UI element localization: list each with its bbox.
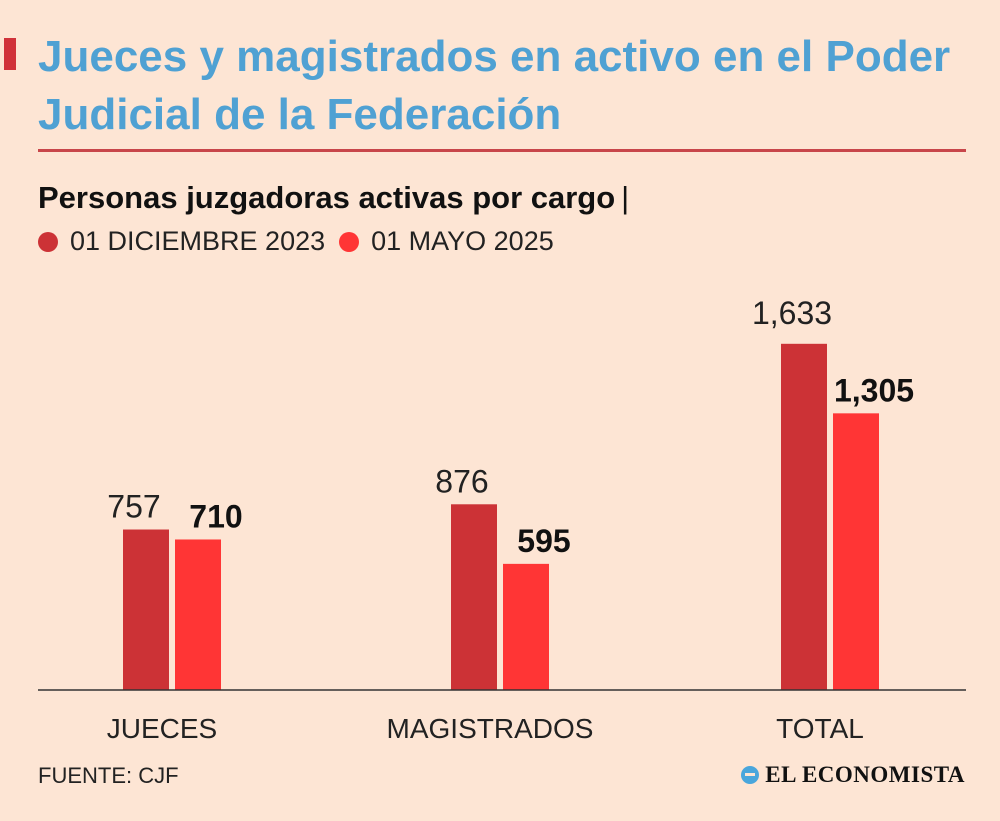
subtitle-text: Personas juzgadoras activas por cargo — [38, 180, 616, 215]
data-label-jueces-2023: 757 — [107, 489, 160, 525]
legend-swatch-2023 — [38, 231, 58, 252]
data-label-jueces-2025: 710 — [189, 498, 242, 534]
bar-total-2025 — [833, 413, 879, 690]
bar-chart: 757 710 JUECES 876 595 MAGISTRADOS 1,633 1,305 T… — [38, 295, 966, 744]
data-label-magistrados-2025: 595 — [517, 523, 570, 559]
data-label-magistrados-2023: 876 — [435, 463, 488, 499]
chart-legend: 01 DICIEMBRE 2023 01 MAYO 2025 — [38, 226, 568, 257]
data-label-total-2023: 1,633 — [752, 295, 832, 331]
bar-jueces-2025 — [175, 539, 221, 690]
title-accent-bar — [4, 38, 16, 70]
legend-item-2023: 01 DICIEMBRE 2023 — [38, 226, 325, 257]
legend-label-2025: 01 MAYO 2025 — [371, 226, 554, 256]
legend-item-2025: 01 MAYO 2025 — [339, 226, 554, 257]
legend-swatch-2025 — [339, 231, 360, 252]
x-tick-label-magistrados: MAGISTRADOS — [387, 713, 594, 744]
bar-jueces-2023 — [123, 529, 169, 690]
bar-total-2023 — [781, 343, 827, 690]
brand-logo: EL ECONOMISTA — [741, 762, 965, 788]
bar-magistrados-2025 — [503, 563, 549, 690]
x-tick-label-jueces: JUECES — [107, 713, 217, 744]
x-tick-label-total: TOTAL — [776, 713, 864, 744]
chart-subtitle: Personas juzgadoras activas por cargo | — [38, 180, 629, 216]
title-divider — [38, 149, 966, 152]
source-note: FUENTE: CJF — [38, 763, 179, 788]
chart-title: Jueces y magistrados en activo en el Pod… — [38, 32, 951, 139]
legend-label-2023: 01 DICIEMBRE 2023 — [70, 226, 326, 256]
subtitle-separator: | — [621, 180, 630, 215]
brand-name: EL ECONOMISTA — [765, 762, 965, 787]
bar-magistrados-2023 — [451, 504, 497, 690]
data-label-total-2025: 1,305 — [834, 372, 914, 408]
el-economista-logo-icon — [741, 766, 760, 784]
